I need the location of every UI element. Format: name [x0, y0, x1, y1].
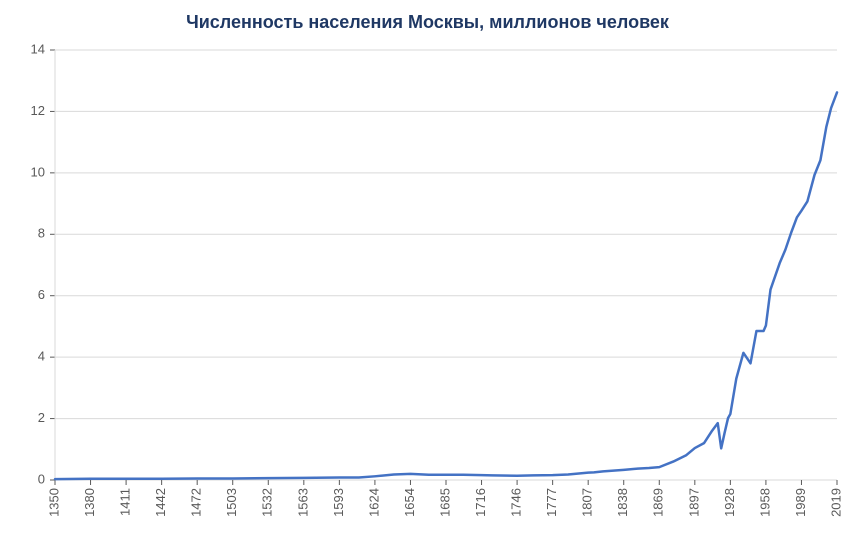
- y-tick-label: 4: [38, 349, 45, 364]
- x-tick-label: 1807: [580, 488, 595, 517]
- y-tick-label: 10: [31, 164, 45, 179]
- y-tick-label: 12: [31, 103, 45, 118]
- x-tick-label: 1350: [46, 488, 61, 517]
- x-tick-label: 1746: [509, 488, 524, 517]
- y-tick-label: 8: [38, 226, 45, 241]
- x-tick-label: 1869: [651, 488, 666, 517]
- x-tick-label: 1624: [366, 488, 381, 517]
- x-tick-label: 1380: [82, 488, 97, 517]
- series-line-population: [55, 92, 837, 479]
- x-tick-label: 2019: [828, 488, 843, 517]
- chart-container: Численность населения Москвы, миллионов …: [0, 0, 855, 542]
- x-tick-label: 1563: [295, 488, 310, 517]
- y-tick-label: 2: [38, 410, 45, 425]
- x-tick-label: 1716: [473, 488, 488, 517]
- x-tick-label: 1654: [402, 488, 417, 517]
- x-tick-label: 1928: [722, 488, 737, 517]
- y-tick-label: 14: [31, 41, 45, 56]
- x-tick-label: 1989: [793, 488, 808, 517]
- y-tick-label: 0: [38, 471, 45, 486]
- x-tick-label: 1593: [331, 488, 346, 517]
- x-tick-label: 1442: [153, 488, 168, 517]
- chart-svg: 0 2 4 6 8 10 12 14 1350 1380 1411 1442 1472 1503 1532 1…: [0, 0, 855, 542]
- x-tick-label: 1897: [686, 488, 701, 517]
- x-tick-label: 1472: [189, 488, 204, 517]
- y-tick-label: 6: [38, 287, 45, 302]
- x-tick-label: 1411: [118, 488, 133, 516]
- x-tick-label: 1838: [615, 488, 630, 517]
- x-tick-label: 1685: [437, 488, 452, 517]
- x-tick-label: 1958: [757, 488, 772, 517]
- x-tick-label: 1532: [260, 488, 275, 517]
- x-tick-label: 1503: [224, 488, 239, 517]
- x-tick-label: 1777: [544, 488, 559, 517]
